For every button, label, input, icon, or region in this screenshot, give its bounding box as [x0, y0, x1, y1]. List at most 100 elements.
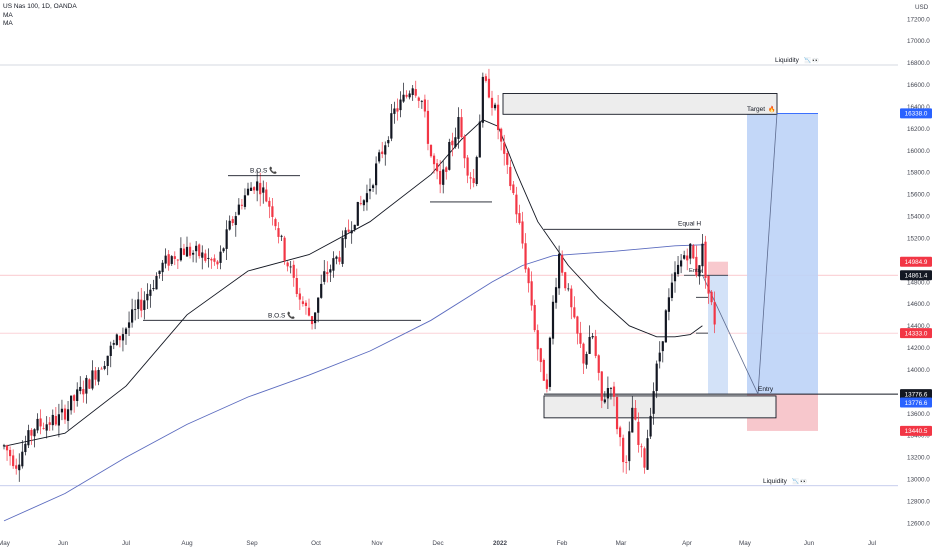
- candle-body: [274, 219, 277, 227]
- candle-body: [521, 221, 524, 244]
- candle-body: [667, 297, 670, 312]
- candle-body: [582, 343, 585, 364]
- candle-body: [329, 269, 332, 273]
- candle-body: [70, 395, 73, 411]
- candle-body: [2, 445, 6, 447]
- y-tick-label: 16200.0: [907, 126, 930, 133]
- candle-body: [579, 332, 582, 344]
- candle-body: [323, 271, 326, 282]
- candle-body: [625, 462, 628, 463]
- candle-body: [91, 370, 94, 389]
- y-tick-label: 16000.0: [907, 148, 930, 155]
- candle-body: [695, 256, 698, 276]
- y-tick-label: 16400.0: [907, 104, 930, 111]
- candle-body: [469, 177, 472, 179]
- candle-body: [292, 264, 295, 278]
- long-position-profit-zone: [747, 113, 818, 395]
- price-label-tag: [900, 425, 932, 436]
- candle-body: [411, 88, 414, 96]
- candle-body: [692, 245, 695, 259]
- candle-body: [628, 431, 631, 462]
- candle-body: [673, 272, 677, 282]
- candle-body: [451, 140, 454, 146]
- y-tick-label: 17000.0: [907, 38, 930, 45]
- candle-body: [387, 140, 390, 144]
- candle-body: [460, 117, 463, 138]
- candle-body: [680, 260, 683, 267]
- candle-body: [277, 228, 280, 237]
- candle-body: [231, 219, 234, 224]
- candle-body: [225, 229, 228, 249]
- candle-body: [591, 336, 594, 338]
- candle-body: [97, 369, 100, 382]
- candle-body: [222, 248, 225, 252]
- candle-body: [493, 104, 497, 109]
- candle-body: [429, 144, 433, 157]
- price-label-tag: [900, 108, 932, 119]
- candle-body: [548, 337, 552, 387]
- price-label-tag: [900, 389, 932, 400]
- candle-body: [646, 438, 649, 470]
- candle-body: [36, 418, 39, 431]
- candle-body: [457, 117, 460, 139]
- candle-body: [487, 78, 491, 98]
- candle-body: [167, 254, 170, 266]
- candle-body: [259, 182, 262, 195]
- candle-body: [140, 299, 143, 311]
- candle-body: [63, 408, 67, 420]
- indicator-ma-2[interactable]: MA: [3, 20, 13, 27]
- candle-body: [551, 301, 555, 339]
- candle-body: [368, 188, 372, 192]
- candle-body: [149, 289, 152, 296]
- candle-body: [18, 464, 21, 471]
- candle-body: [573, 307, 576, 318]
- y-tick-label: 12800.0: [907, 498, 930, 505]
- candle-body: [606, 388, 609, 399]
- candle-body: [432, 155, 436, 165]
- chart-title: US Nas 100, 1D, OANDA: [3, 3, 77, 10]
- candle-body: [701, 243, 704, 267]
- candle-body: [33, 429, 36, 437]
- candle-body: [137, 299, 140, 310]
- y-tick-label: 16600.0: [907, 82, 930, 89]
- indicator-ma-1[interactable]: MA: [3, 12, 13, 19]
- moving-averages: [3, 119, 706, 522]
- candle-body: [161, 262, 164, 273]
- candle-body: [652, 391, 655, 414]
- moving-average-line-1: [3, 119, 703, 447]
- candle-body: [554, 287, 558, 303]
- candle-body: [30, 429, 33, 436]
- entry-label: Entry: [758, 386, 774, 393]
- equal-high-label: Equal H: [678, 220, 701, 227]
- candle-body: [304, 302, 308, 306]
- candle-body: [478, 121, 481, 158]
- x-tick-label: Jul: [122, 540, 130, 547]
- candle-body: [307, 307, 311, 316]
- candle-body: [27, 430, 30, 446]
- candle-body: [256, 181, 259, 191]
- candle-body: [472, 178, 475, 184]
- candle-body: [664, 310, 667, 343]
- candle-body: [298, 293, 301, 300]
- candle-body: [185, 246, 189, 257]
- x-tick-label: Aug: [181, 540, 193, 547]
- candle-body: [649, 415, 652, 437]
- candle-body: [612, 386, 616, 397]
- candle-body: [643, 448, 646, 468]
- candle-body: [45, 424, 48, 431]
- bos-label-1: B.O.S: [250, 168, 268, 175]
- price-label-tag: [900, 328, 932, 339]
- candle-body: [609, 388, 613, 389]
- candle-body: [109, 345, 112, 356]
- candle-body: [21, 451, 24, 467]
- x-tick-label: Dec: [432, 540, 443, 547]
- candle-body: [262, 187, 265, 193]
- y-tick-label: 15800.0: [907, 170, 930, 177]
- candle-body: [289, 266, 292, 268]
- candle-body: [603, 399, 606, 403]
- candle-body: [381, 151, 384, 155]
- candle-body: [88, 379, 91, 389]
- candle-body: [561, 254, 564, 273]
